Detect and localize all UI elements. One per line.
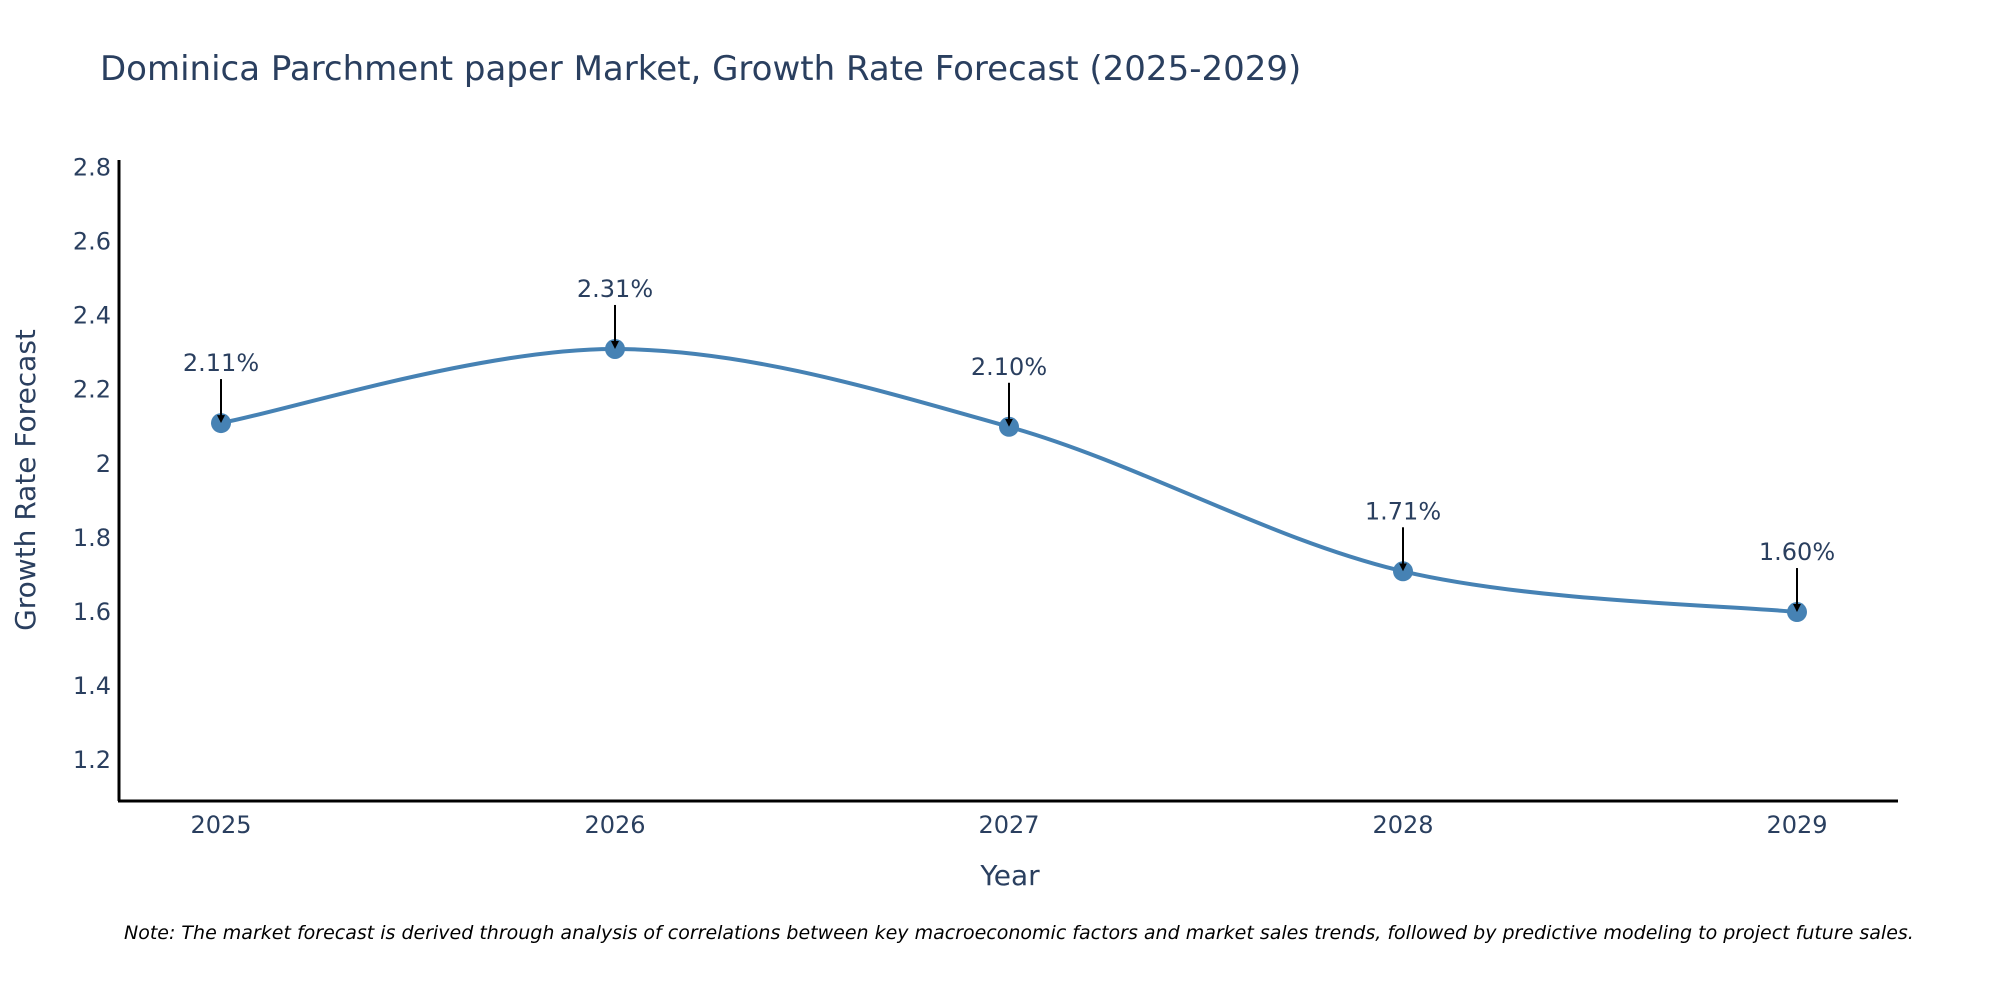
data-label: 1.60% <box>1759 538 1835 566</box>
data-point-marker <box>1787 602 1807 623</box>
y-tick-label: 1.6 <box>73 598 111 626</box>
data-point-marker <box>605 338 625 359</box>
x-tick-label: 2029 <box>1766 811 1827 839</box>
data-point-marker <box>999 416 1019 437</box>
x-axis-tick-labels: 2025 2026 2027 2028 2029 <box>190 811 1827 839</box>
y-tick-label: 1.4 <box>73 672 111 700</box>
footnote: Note: The market forecast is derived thr… <box>124 922 1914 944</box>
y-tick-label: 2.4 <box>73 302 111 330</box>
y-tick-label: 2.2 <box>73 376 111 404</box>
data-points <box>211 338 1807 623</box>
data-point-marker <box>1393 561 1413 582</box>
y-axis-title: Growth Rate Forecast <box>9 329 42 631</box>
x-axis-title: Year <box>979 859 1040 892</box>
y-tick-label: 1.8 <box>73 524 111 552</box>
y-axis-tick-labels: 1.2 1.4 1.6 1.8 2 2.2 2.4 2.6 2.8 <box>73 153 111 774</box>
data-label: 2.11% <box>183 349 259 377</box>
y-tick-label: 2.8 <box>73 153 111 181</box>
x-tick-label: 2027 <box>978 811 1039 839</box>
data-annotations: 2.11% 2.31% 2.10% 1.71% 1.60% <box>183 275 1835 613</box>
x-tick-label: 2028 <box>1372 811 1433 839</box>
data-label: 1.71% <box>1365 497 1441 525</box>
y-tick-label: 2 <box>96 450 111 478</box>
x-tick-label: 2026 <box>584 811 645 839</box>
data-label: 2.31% <box>577 275 653 303</box>
x-tick-label: 2025 <box>190 811 251 839</box>
data-label: 2.10% <box>971 353 1047 381</box>
y-tick-label: 2.6 <box>73 228 111 256</box>
data-point-marker <box>211 413 231 434</box>
y-tick-label: 1.2 <box>73 746 111 774</box>
chart-title: Dominica Parchment paper Market, Growth … <box>100 49 1301 89</box>
